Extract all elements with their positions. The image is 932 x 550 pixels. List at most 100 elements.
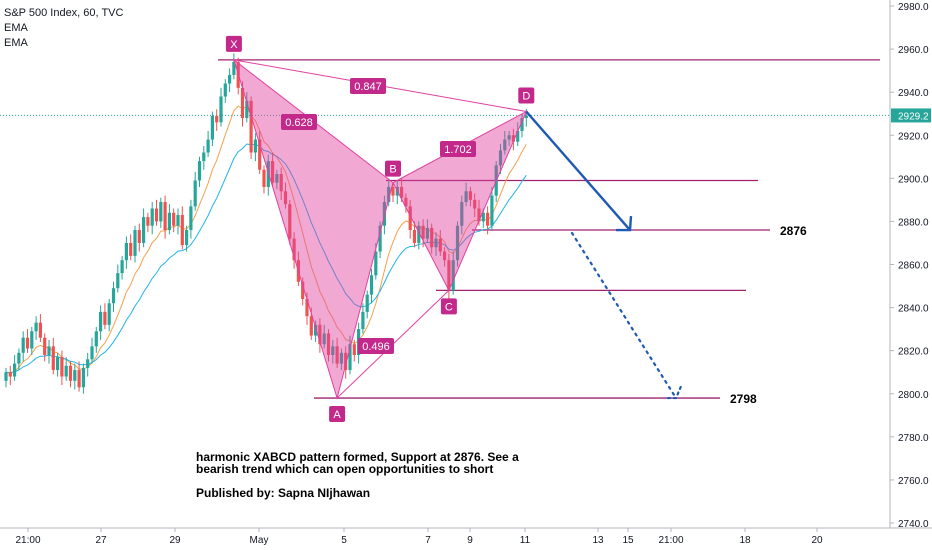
ratio-label-bg	[440, 141, 476, 157]
projection-arrow-2	[570, 231, 678, 400]
candle-body	[51, 346, 55, 371]
candle-body	[206, 139, 210, 153]
candle-body	[322, 333, 326, 345]
candle-body	[60, 357, 64, 377]
point-label-d-bg	[518, 87, 535, 104]
candle-body	[443, 251, 447, 261]
candle-body	[4, 372, 8, 381]
point-label-c-bg	[440, 298, 457, 315]
candle-body	[314, 324, 318, 336]
point-label-b: B	[389, 164, 396, 176]
candle-body	[451, 260, 455, 291]
candle-body	[352, 344, 356, 355]
candle-body	[400, 186, 404, 198]
candle-body	[73, 370, 77, 381]
candle-body	[511, 135, 515, 142]
candle-body	[137, 230, 141, 243]
candle-body	[197, 161, 202, 181]
candle-body	[30, 331, 34, 349]
chart-annotation-note: harmonic XABCD pattern formed, Support a…	[196, 451, 519, 499]
time-tick-label: 29	[169, 535, 181, 546]
price-tick-label: 2800.0	[898, 390, 929, 401]
projection-arrows	[525, 110, 684, 400]
candle-body	[189, 206, 193, 231]
point-label-b-bg	[385, 160, 401, 177]
price-tick-label: 2840.0	[898, 304, 929, 315]
candle-body	[460, 202, 464, 226]
candle-body	[43, 337, 47, 355]
candle-body	[520, 118, 524, 131]
ratio-label: 0.496	[362, 341, 390, 353]
time-axis[interactable]: 21:00 27 29 May 5 7 9 11 13 15 21:00 18 20	[15, 528, 823, 546]
time-tick-label: 18	[739, 535, 751, 546]
candle-body	[365, 294, 369, 312]
candle-body	[434, 238, 438, 248]
point-label-c: C	[445, 301, 453, 313]
candle-body	[146, 217, 150, 226]
note-line-2: bearish trend which can open opportuniti…	[196, 462, 494, 476]
candle-body	[124, 242, 128, 261]
candle-body	[408, 206, 412, 231]
time-tick-label: 7	[425, 535, 431, 546]
ratio-label: 0.628	[285, 117, 313, 129]
projection-arrow-2-head	[666, 382, 684, 400]
point-label-x: X	[230, 39, 238, 51]
candle-body	[498, 150, 503, 166]
candle-body	[292, 238, 296, 261]
candle-body	[21, 337, 25, 353]
candle-body	[344, 352, 348, 371]
candle-body	[262, 169, 266, 187]
candle-body	[240, 87, 245, 119]
candle-body	[447, 260, 451, 291]
time-tick-label: May	[250, 535, 269, 546]
candle-body	[271, 161, 275, 183]
candle-body	[159, 202, 163, 222]
candle-body	[8, 372, 12, 377]
projection-arrow-1	[525, 110, 631, 231]
level-label: 2876	[780, 224, 807, 238]
price-tick-label: 2860.0	[898, 261, 929, 272]
candle-body	[154, 208, 159, 222]
candle-body	[425, 227, 429, 239]
candle-body	[331, 346, 335, 355]
time-tick-label: 21:00	[658, 535, 683, 546]
candle-body	[507, 135, 511, 140]
candle-body	[245, 100, 249, 119]
candle-body	[223, 83, 227, 97]
candle-body	[361, 311, 365, 330]
point-label-x-bg	[225, 35, 242, 52]
candle-body	[473, 199, 477, 209]
candle-body	[275, 174, 279, 183]
ratio-label-bg	[281, 114, 317, 130]
price-tick-label: 2760.0	[898, 476, 929, 487]
candle-body	[142, 217, 146, 243]
candle-body	[391, 186, 395, 196]
point-label-a: A	[333, 409, 341, 421]
time-tick-label: 15	[622, 535, 634, 546]
candle-body	[81, 367, 85, 388]
note-line-1: harmonic XABCD pattern formed, Support a…	[196, 450, 519, 464]
candle-body	[107, 303, 111, 325]
candle-body	[468, 191, 472, 200]
candle-body	[481, 212, 485, 222]
ratio-label: 1.702	[444, 144, 472, 156]
candle-body	[279, 174, 283, 192]
candle-body	[438, 238, 442, 252]
candle-body	[228, 74, 232, 84]
candle-body	[47, 346, 51, 355]
candle-body	[17, 352, 21, 364]
candle-body	[172, 212, 176, 226]
candle-body	[348, 344, 352, 371]
candle-body	[335, 346, 339, 364]
candle-body	[455, 225, 460, 261]
candle-body	[150, 208, 154, 226]
ratio-label: 0.847	[354, 81, 382, 93]
candle-body	[516, 130, 520, 142]
candle-body	[193, 180, 197, 207]
candle-body	[417, 225, 421, 243]
candle-body	[68, 365, 73, 381]
candle-body	[339, 352, 343, 364]
candle-body	[185, 230, 189, 246]
candle-body	[404, 197, 408, 207]
